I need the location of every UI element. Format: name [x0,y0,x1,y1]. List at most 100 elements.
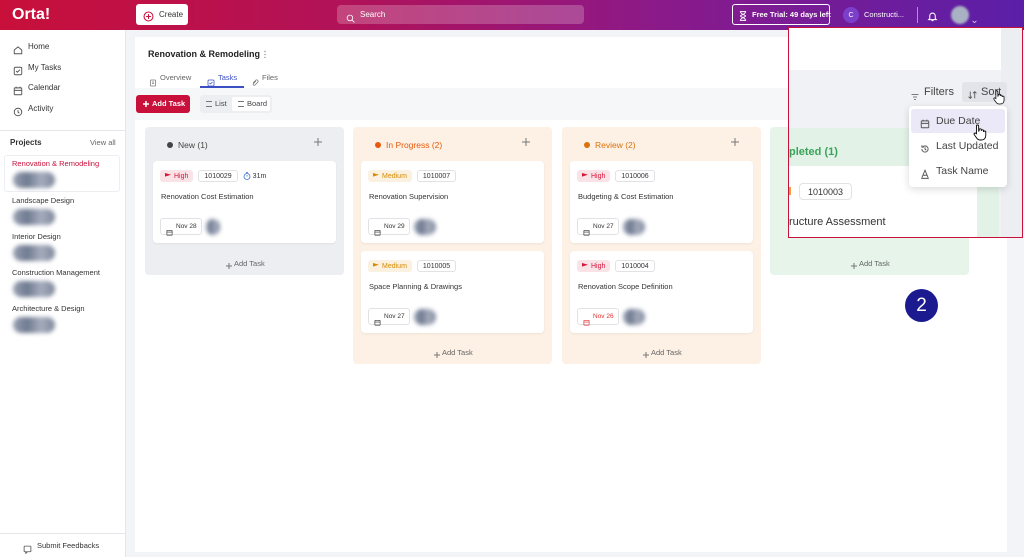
column-title: In Progress (2) [386,140,443,150]
project-avatars [13,317,55,333]
filter-icon [910,88,920,100]
column-dot [167,142,173,148]
project-item[interactable]: Renovation & Remodeling [12,159,100,168]
bell-icon [927,9,938,22]
column-dot [375,142,381,148]
tab[interactable]: Overview [160,73,192,82]
nav-icon [13,42,23,55]
logo: Orta! [12,6,51,23]
priority-label: High [591,262,606,270]
workspace-name[interactable]: Constructi... [864,10,905,19]
project-item[interactable]: Construction Management [12,268,100,277]
add-task-label: Add Task [152,99,186,108]
feedback-icon [23,541,32,555]
board-column: In Progress (2) Medium 1010007 Renovation S… [353,127,552,364]
nav-icon [13,104,23,117]
hourglass-icon [738,9,748,21]
project-avatars [13,281,55,297]
task-id: 1010005 [416,260,457,272]
kebab-icon [264,50,266,58]
column-add-icon [521,136,531,148]
column-title: Review (2) [595,140,636,150]
assignee-avatars [206,219,220,235]
project-avatars [13,245,55,261]
task-id: 1010007 [416,170,457,182]
column-add-task[interactable]: Add Task [442,348,473,357]
view-board[interactable]: Board [247,99,268,108]
view-toggle: List Board [200,95,272,113]
sidebar-footer-divider [0,533,125,534]
nav-icon [13,83,23,96]
tab[interactable]: Files [262,73,278,82]
column-add-task[interactable]: Add Task [234,259,265,268]
sort-option-icon [920,166,930,179]
search-box[interactable]: Search [337,5,584,24]
calendar-icon [166,223,173,236]
assignee-avatars [623,309,645,325]
zoom-column: pleted (1) 1010003 ructure Assessment [789,128,999,237]
cursor [992,89,1006,105]
date-label: Nov 28 [176,223,197,230]
feedback-link[interactable]: Submit Feedbacks [37,541,100,550]
time-label: 31m [252,172,267,180]
nav-item[interactable]: Activity [28,104,54,114]
due-date: Nov 27 [368,308,410,326]
sort-option[interactable]: Due Date [911,109,1005,133]
task-card[interactable]: High 1010006 Budgeting & Cost Estimation No… [570,161,753,243]
column-add-task[interactable]: Add Task [859,259,890,268]
project-avatars [13,209,55,225]
column-add-icon [313,136,323,148]
calendar-icon [374,223,381,236]
task-card[interactable]: High 1010029 31m Renovation Cost Estimation… [153,161,336,243]
sort-option[interactable]: Last Updated [911,134,1005,158]
tab-icon [149,74,157,87]
sort-option-label: Due Date [936,115,981,127]
task-card[interactable]: High 1010004 Renovation Scope Definition No… [570,251,753,333]
priority-label: Medium [382,262,407,270]
nav-item[interactable]: Home [28,42,50,51]
due-date: Nov 28 [160,218,202,236]
due-date: Nov 29 [368,218,410,236]
task-id: 1010029 [198,170,238,182]
due-date: Nov 26 [577,308,619,326]
flag-icon [165,173,171,177]
card-title: Renovation Cost Estimation [161,192,254,201]
zoom-column-title: pleted (1) [789,146,838,158]
task-card[interactable]: Medium 1010007 Renovation Supervision Nov 2… [361,161,544,243]
card-title: Space Planning & Drawings [369,282,462,291]
column-add-task[interactable]: Add Task [651,348,682,357]
board-column: New (1) High 1010029 31m Renovation Cost Est… [145,127,344,275]
chevron-icon [971,12,978,24]
task-card[interactable]: Medium 1010005 Space Planning & Drawings No… [361,251,544,333]
priority-label: High [591,172,606,180]
view-all-link[interactable]: View all [90,138,116,147]
add-task-button[interactable]: Add Task [136,95,190,113]
date-label: Nov 29 [384,223,405,230]
priority-tag: High [577,170,611,182]
card-tags: Medium 1010007 [368,170,461,182]
sort-option-icon [920,116,930,129]
project-item[interactable]: Architecture & Design [12,304,85,313]
plus-glyph [142,97,150,111]
trial-badge[interactable]: Free Trial: 49 days left [732,4,831,25]
priority-label: Medium [382,172,407,180]
zoom-task-id: 1010003 [799,183,853,200]
tab[interactable]: Tasks [218,73,238,82]
nav-item[interactable]: My Tasks [28,62,62,72]
card-tags: High 1010004 [577,260,660,272]
project-item[interactable]: Interior Design [12,232,61,241]
nav-item[interactable]: Calendar [28,83,61,93]
view-list[interactable]: List [215,99,227,108]
project-item[interactable]: Landscape Design [12,196,75,205]
task-id: 1010006 [615,170,655,182]
sort-option[interactable]: Task Name [911,159,1005,183]
calendar-icon [583,223,590,236]
step-badge: 2 [905,289,938,322]
column-add-icon [730,136,740,148]
search-placeholder: Search [360,10,386,19]
create-button[interactable]: Create [136,4,188,25]
flag-icon [373,173,379,177]
filters-button[interactable]: Filters [924,86,954,98]
sort-option-label: Last Updated [936,140,999,152]
workspace-avatar[interactable]: C [843,7,859,23]
